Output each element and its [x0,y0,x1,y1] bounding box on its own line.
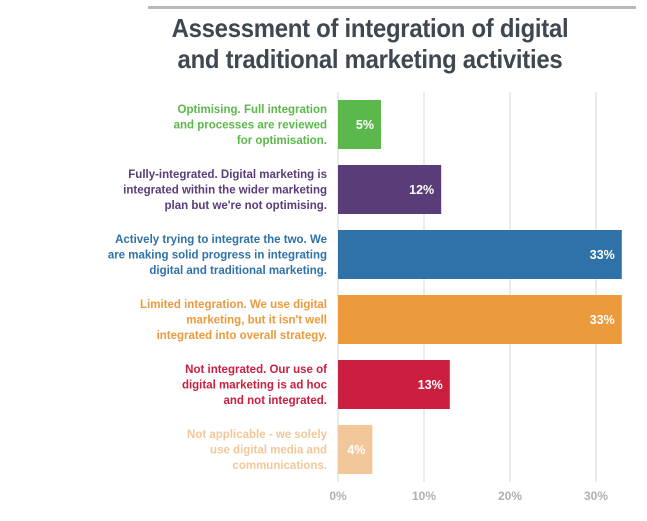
category-label-line: are making solid progress in integrating [108,250,327,262]
category-label: Fully-integrated. Digital marketing is in… [123,169,327,212]
category-label-line: plan but we're not optimising. [165,200,327,212]
category-label-line: communications. [232,460,327,472]
category-label-line: Not integrated. Our use of [185,364,327,376]
category-label: Limited integration. We use digital marke… [140,299,327,342]
category-label-line: and not integrated. [224,395,328,407]
bar-value-label: 33% [590,248,615,262]
bar-value-label: 5% [356,118,374,132]
chart-title-line-2: and traditional marketing activities [177,44,563,74]
category-label-line: Optimising. Full integration [178,104,328,116]
x-tick-label: 30% [584,489,608,503]
x-tick-label: 0% [329,489,347,503]
category-label-line: Actively trying to integrate the two. We [115,234,327,246]
category-label-line: Not applicable - we solely [187,429,328,441]
x-tick-label: 20% [498,489,522,503]
bar-value-label: 33% [590,313,615,327]
category-label-line: Fully-integrated. Digital marketing is [128,169,327,181]
category-label: Optimising. Full integration and processe… [174,104,327,147]
category-label-line: marketing, but it isn't well [186,315,327,327]
bar [338,100,381,149]
bar [338,165,442,214]
title-rule [148,6,636,9]
x-axis-ticks: 0% 10% 20% 30% [329,489,608,503]
category-label-line: and processes are reviewed [174,120,327,132]
bar [338,360,450,409]
category-label: Not integrated. Our use of digital market… [182,364,328,407]
x-tick-label: 10% [412,489,436,503]
bar-value-label: 12% [409,183,434,197]
bar [338,295,622,344]
category-label: Not applicable - we solely use digital me… [187,429,328,472]
category-label-line: integrated into overall strategy. [157,330,327,342]
category-label-line: Limited integration. We use digital [140,299,327,311]
category-label-line: integrated within the wider marketing [123,185,327,197]
chart-title-line-1: Assessment of integration of digital [171,13,569,43]
bar [338,230,622,279]
category-label-line: for optimisation. [237,135,327,147]
category-label-line: digital and traditional marketing. [149,265,327,277]
gridlines [337,92,597,482]
bar [338,425,373,474]
category-labels: Optimising. Full integration and processe… [108,104,328,472]
bars: 5% 12% 33% 33% 13% 4% [338,100,622,474]
category-label: Actively trying to integrate the two. We… [108,234,327,277]
bar-value-label: 13% [418,378,443,392]
chart-title: Assessment of integration of digital and… [112,13,627,75]
bar-value-label: 4% [347,443,365,457]
category-label-line: digital marketing is ad hoc [182,380,328,392]
category-label-line: use digital media and [210,445,327,457]
